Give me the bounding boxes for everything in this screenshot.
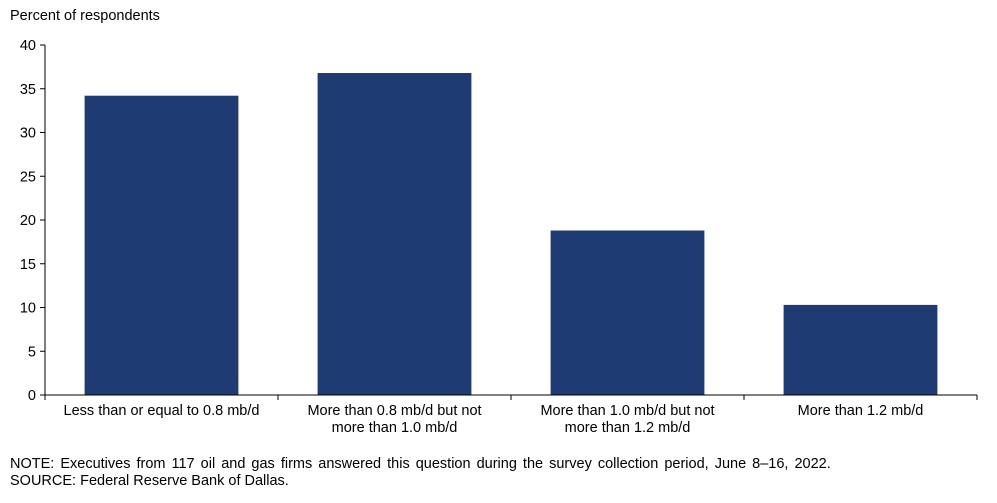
note-text: NOTE: Executives from 117 oil and gas fi… bbox=[10, 456, 831, 472]
y-tick-label: 0 bbox=[28, 388, 36, 404]
x-tick-label-line: More than 1.2 mb/d bbox=[798, 403, 924, 419]
x-label-group: Less than or equal to 0.8 mb/d More than … bbox=[64, 403, 924, 436]
x-tick-label: More than 1.0 mb/d but not more than 1.2 … bbox=[540, 403, 714, 436]
y-tick-label: 40 bbox=[20, 38, 36, 54]
bar-2 bbox=[317, 73, 472, 395]
x-tick-label-line: more than 1.0 mb/d bbox=[332, 420, 458, 436]
x-tick-label-line: Less than or equal to 0.8 mb/d bbox=[64, 403, 260, 419]
y-tick-label: 10 bbox=[20, 301, 36, 317]
y-axis-label: Percent of respondents bbox=[10, 8, 160, 24]
y-tick-label: 35 bbox=[20, 82, 36, 98]
x-tick-label-line: more than 1.2 mb/d bbox=[565, 420, 691, 436]
footer-notes: NOTE: Executives from 117 oil and gas fi… bbox=[10, 456, 831, 490]
y-tick-label: 15 bbox=[20, 257, 36, 273]
x-tick-label: Less than or equal to 0.8 mb/d bbox=[64, 403, 260, 419]
bar-3 bbox=[550, 230, 705, 395]
bar-group bbox=[84, 73, 938, 395]
source-text: SOURCE: Federal Reserve Bank of Dallas. bbox=[10, 473, 289, 489]
x-tick-group bbox=[44, 395, 978, 400]
y-tick-label: 30 bbox=[20, 126, 36, 142]
y-tick-group: 0 5 10 15 20 25 30 35 40 bbox=[20, 38, 45, 404]
x-tick-label-line: More than 1.0 mb/d but not bbox=[540, 403, 714, 419]
x-tick-label: More than 1.2 mb/d bbox=[798, 403, 924, 419]
bar-1 bbox=[84, 95, 239, 395]
y-tick-label: 20 bbox=[20, 213, 36, 229]
bar-4 bbox=[783, 304, 938, 395]
x-tick-label-line: More than 0.8 mb/d but not bbox=[307, 403, 481, 419]
y-tick-label: 25 bbox=[20, 169, 36, 185]
y-tick-label: 5 bbox=[28, 344, 36, 360]
x-tick-label: More than 0.8 mb/d but not more than 1.0 … bbox=[307, 403, 481, 436]
